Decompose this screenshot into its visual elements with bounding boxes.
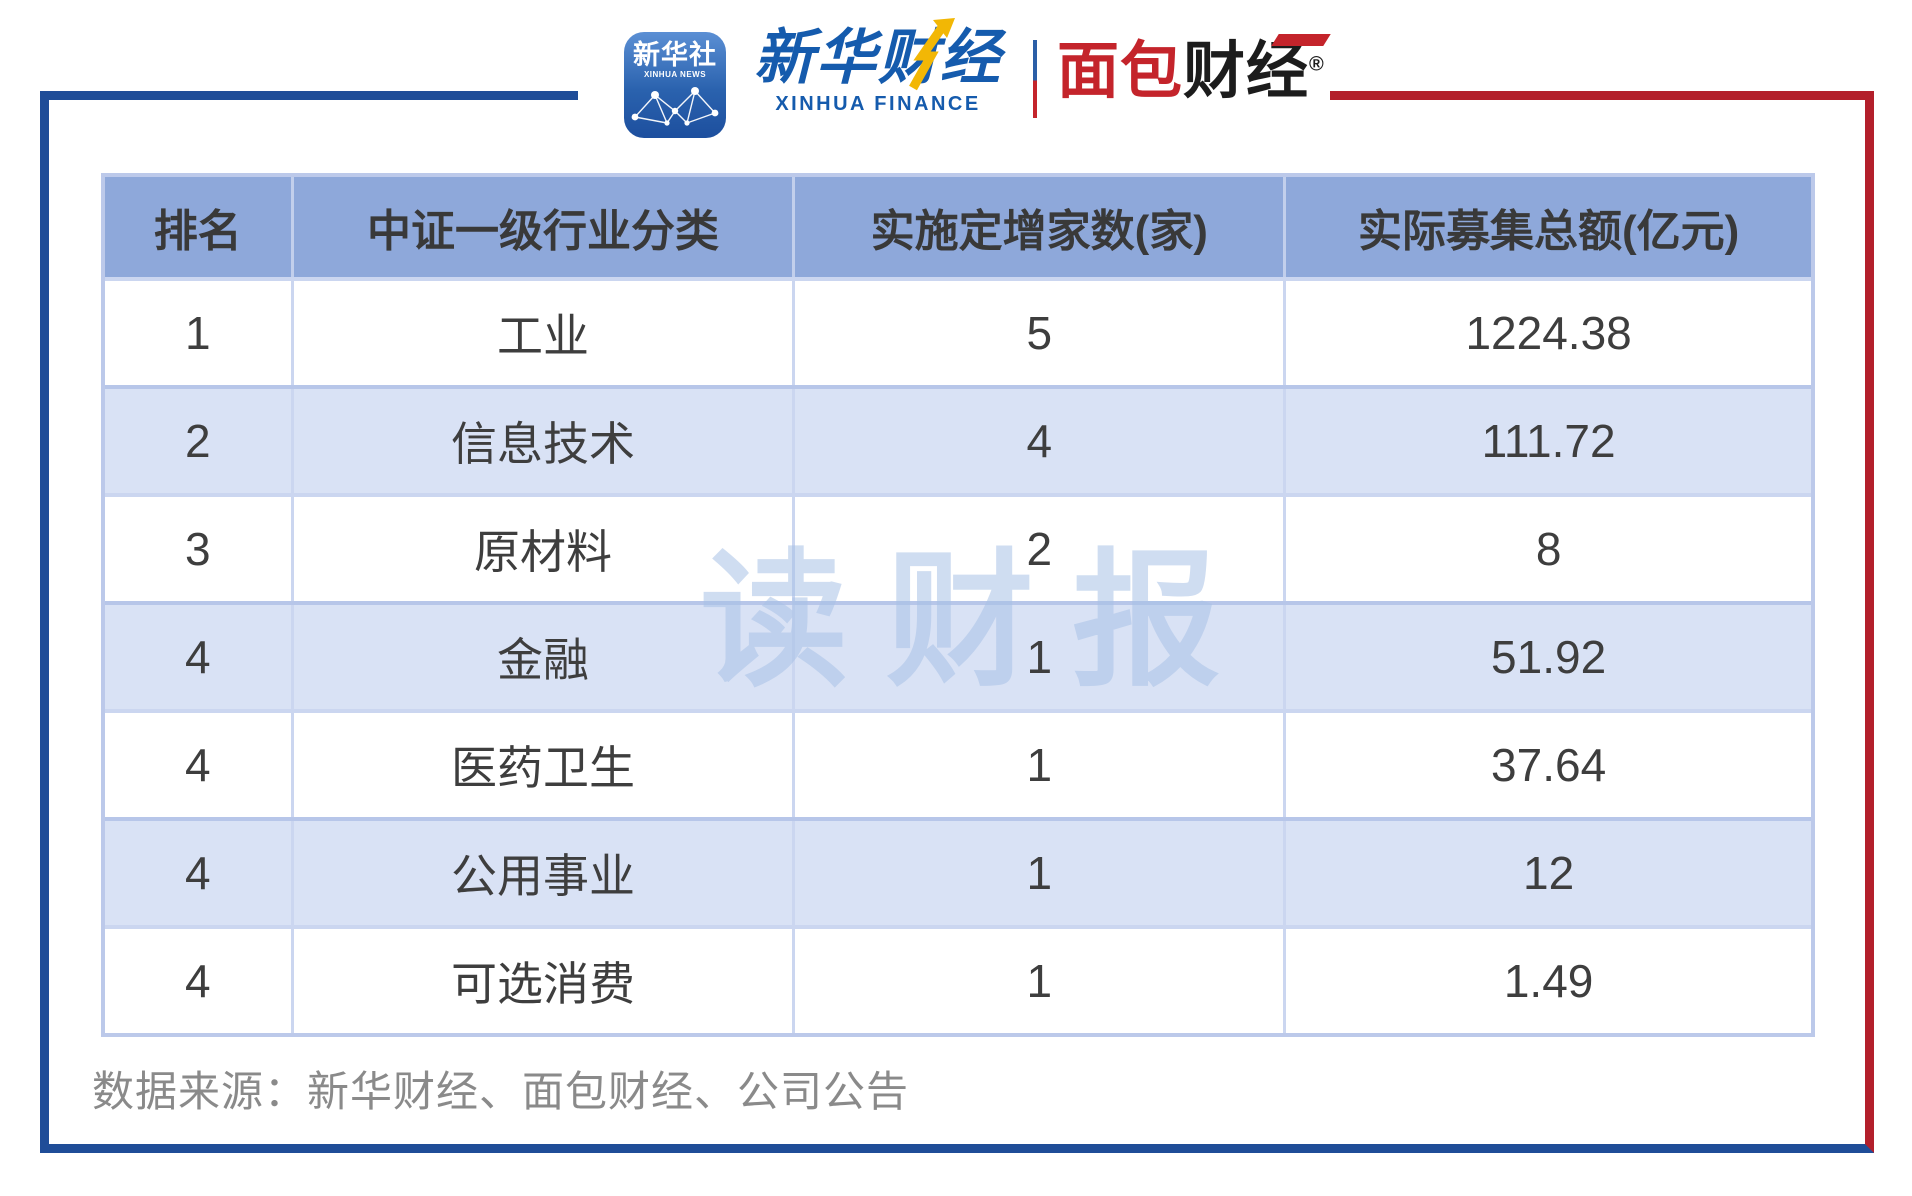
- table-row: 2 信息技术 4 111.72: [105, 385, 1811, 493]
- cell-amount: 111.72: [1283, 389, 1811, 493]
- cell-industry: 可选消费: [290, 929, 793, 1033]
- cell-industry: 信息技术: [290, 389, 793, 493]
- header-rank: 排名: [153, 207, 242, 256]
- table-row: 3 原材料 2 8: [105, 493, 1811, 601]
- bread-finance-part1: 面包: [1057, 37, 1184, 106]
- cell-count: 2: [792, 497, 1283, 601]
- bread-finance-wedge: [1271, 34, 1331, 46]
- cell-amount: 1224.38: [1283, 281, 1811, 385]
- table-row: 4 金融 1 51.92: [105, 601, 1811, 709]
- cell-amount: 8: [1283, 497, 1811, 601]
- cell-industry: 公用事业: [290, 821, 793, 925]
- header-industry: 中证一级行业分类: [290, 177, 793, 277]
- data-source-note: 数据来源：新华财经、面包财经、公司公告: [92, 1068, 910, 1115]
- lightning-arrow-icon: [909, 18, 955, 91]
- cell-industry: 原材料: [290, 497, 793, 601]
- table-row: 4 医药卫生 1 37.64: [105, 709, 1811, 817]
- page-frame: [40, 91, 1874, 1153]
- header-amount: 实际募集总额(亿元): [1283, 177, 1811, 277]
- cell-count: 1: [792, 713, 1283, 817]
- cell-rank: 2: [184, 415, 211, 467]
- xinhua-finance-cn: 新华财经: [754, 24, 1002, 91]
- constellation-icon: [631, 87, 719, 126]
- top-border-blue-segment: [40, 91, 578, 100]
- top-border-red-segment: [1322, 91, 1874, 100]
- cell-rank: 3: [184, 523, 211, 575]
- cell-count: 5: [792, 281, 1283, 385]
- logo-divider: [1033, 40, 1037, 118]
- cell-count: 1: [792, 605, 1283, 709]
- cell-amount: 12: [1283, 821, 1811, 925]
- cell-rank: 1: [184, 307, 211, 359]
- xinhua-finance-en: XINHUA FINANCE: [775, 93, 981, 115]
- table-row: 4 可选消费 1 1.49: [105, 925, 1811, 1033]
- xinhua-news-app-icon: 新华社 XINHUA NEWS: [624, 32, 726, 138]
- cell-amount: 51.92: [1283, 605, 1811, 709]
- cell-industry: 医药卫生: [290, 713, 793, 817]
- cell-industry: 金融: [290, 605, 793, 709]
- registered-mark: ®: [1309, 53, 1325, 76]
- xinhua-news-en-label: XINHUA NEWS: [643, 70, 707, 80]
- cell-count: 4: [792, 389, 1283, 493]
- logo-bar: 新华社 XINHUA NEWS 新华财经 XINHUA FINANCE 面包财经…: [585, 18, 1331, 148]
- xinhua-news-label: 新华社: [633, 40, 717, 70]
- bread-finance-part2: 财经: [1183, 37, 1310, 106]
- table-row: 1 工业 5 1224.38: [105, 277, 1811, 385]
- cell-count: 1: [792, 929, 1283, 1033]
- cell-amount: 37.64: [1283, 713, 1811, 817]
- cell-industry: 工业: [290, 281, 793, 385]
- industry-placement-table: 排名 中证一级行业分类 实施定增家数(家) 实际募集总额(亿元) 1 工业 5 …: [101, 173, 1815, 1037]
- cell-amount: 1.49: [1283, 929, 1811, 1033]
- cell-count: 1: [792, 821, 1283, 925]
- table-header-row: 排名 中证一级行业分类 实施定增家数(家) 实际募集总额(亿元): [105, 177, 1811, 277]
- cell-rank: 4: [184, 739, 211, 791]
- header-count: 实施定增家数(家): [792, 177, 1283, 277]
- table-row: 4 公用事业 1 12: [105, 817, 1811, 925]
- cell-rank: 4: [184, 631, 211, 683]
- xinhua-finance-logo: 新华财经 XINHUA FINANCE: [743, 18, 1013, 116]
- cell-rank: 4: [184, 847, 211, 899]
- cell-rank: 4: [184, 955, 211, 1007]
- bread-finance-logo: 面包财经®: [1057, 34, 1331, 106]
